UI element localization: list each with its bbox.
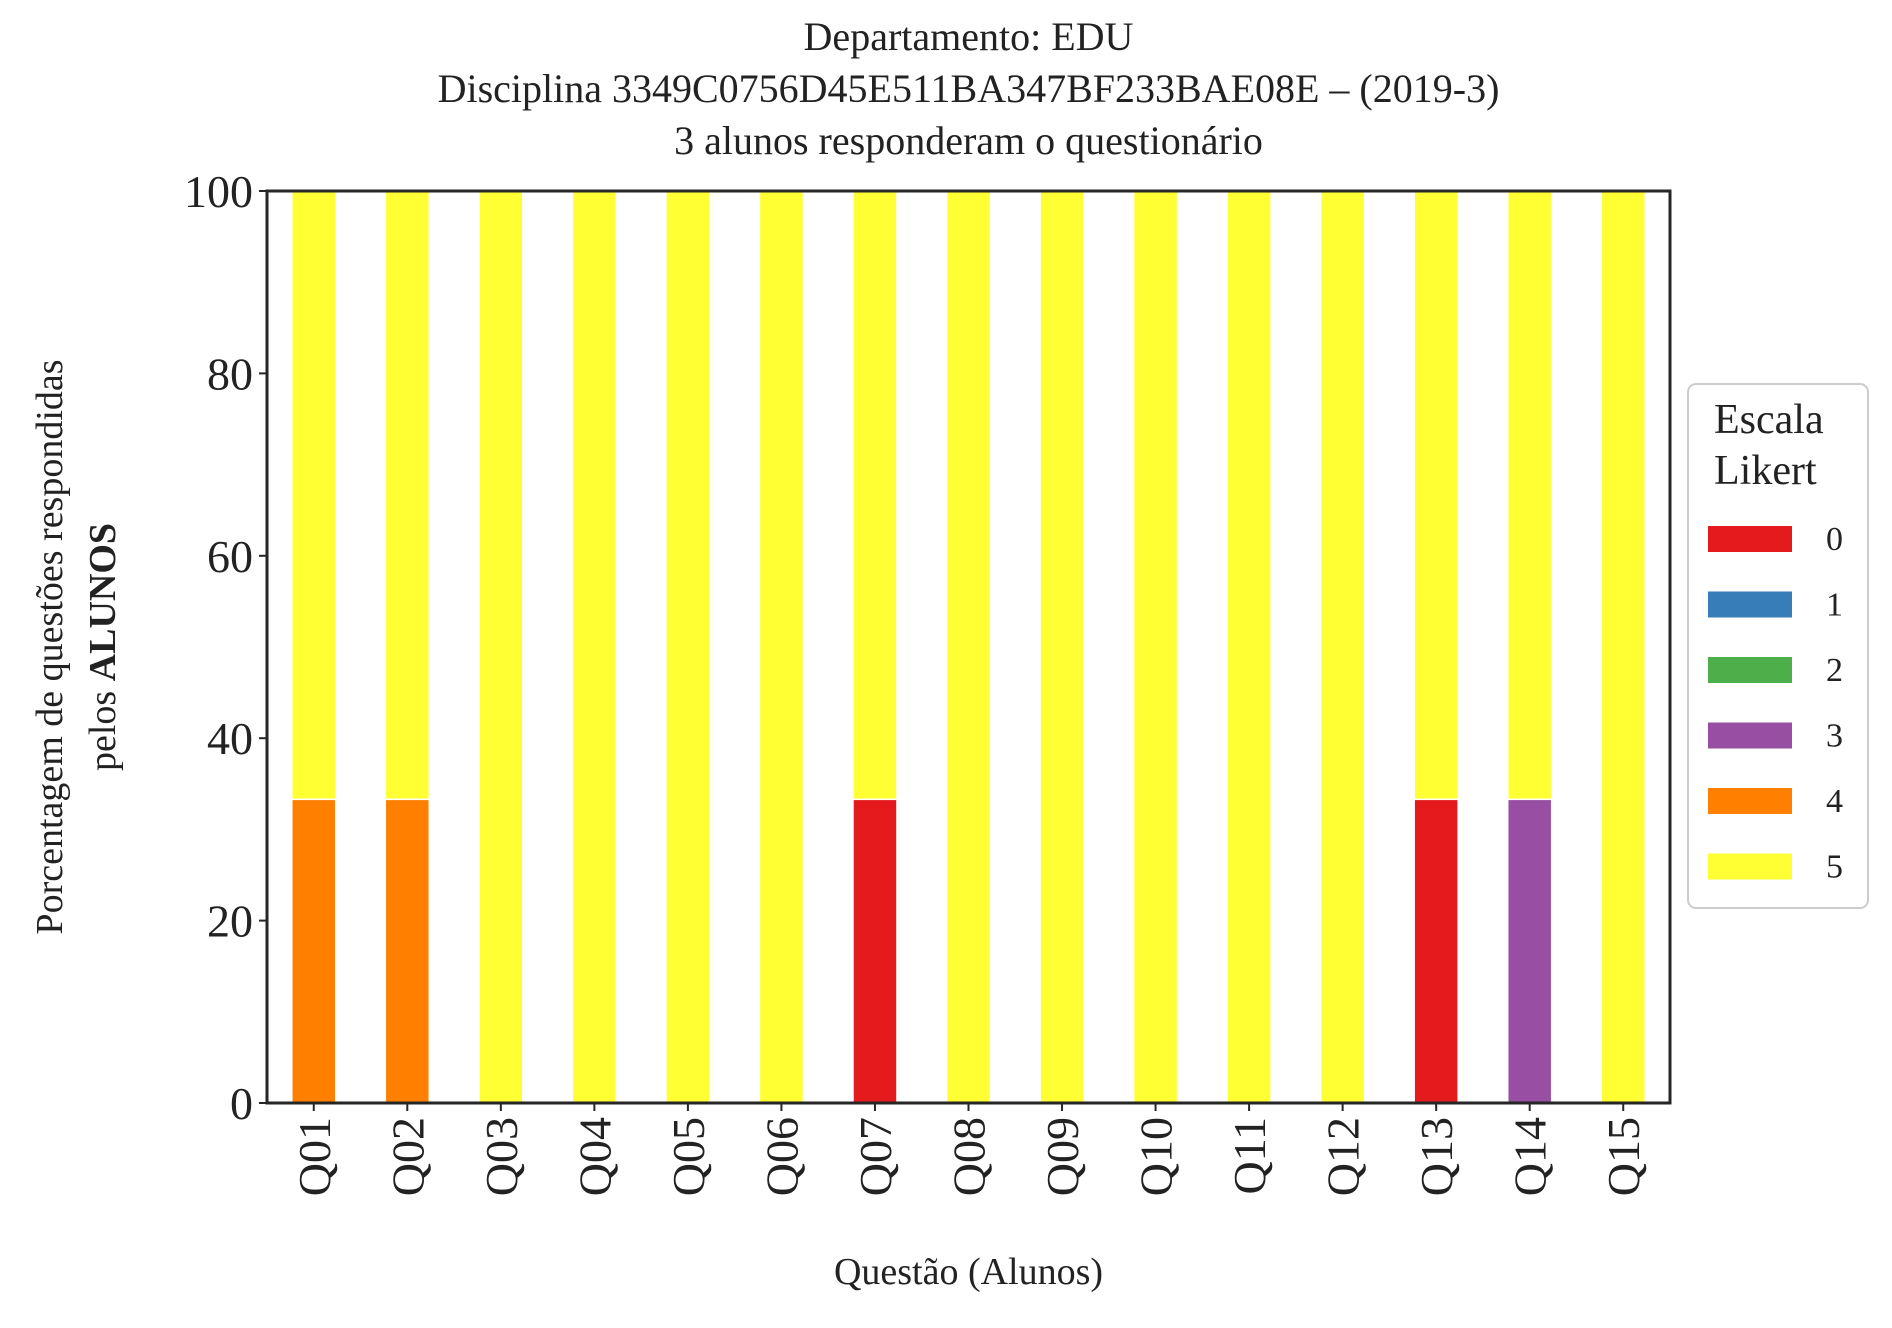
y-tick-label: 60 [207, 531, 253, 582]
legend-label-0: 0 [1826, 521, 1843, 558]
bar-q02-level-5 [384, 190, 431, 801]
bar-q10-level-5 [1132, 190, 1179, 1104]
bar-q05-level-5 [665, 190, 711, 1104]
y-tick-label: 80 [207, 348, 253, 399]
bar-q15-level-5 [1600, 190, 1646, 1104]
bar-q01-level-5 [291, 190, 337, 801]
x-tick-label-q03: Q03 [476, 1117, 527, 1196]
legend-swatch-3 [1708, 722, 1792, 749]
y-axis-label-bold: ALUNOS [82, 523, 124, 681]
bar-q09-level-5 [1039, 190, 1085, 1104]
legend-swatch-5 [1708, 853, 1792, 880]
x-tick-label-q06: Q06 [756, 1117, 807, 1196]
title-line-2: 3 alunos responderam o questionário [674, 118, 1263, 163]
legend-swatch-2 [1708, 657, 1792, 683]
bar-q07-level-0 [852, 798, 898, 1104]
bar-q02-level-4 [384, 798, 431, 1104]
y-tick-label: 100 [184, 166, 253, 217]
bar-q03-level-5 [478, 190, 524, 1104]
bar-q12-level-5 [1319, 190, 1366, 1104]
bar-q07-level-5 [852, 190, 898, 801]
x-axis-label: Questão (Alunos) [834, 1251, 1103, 1293]
legend-swatch-0 [1708, 526, 1792, 552]
bar-q13-level-5 [1413, 190, 1459, 801]
bar-q11-level-5 [1226, 190, 1272, 1104]
bar-q14-level-3 [1506, 798, 1553, 1104]
legend-label-1: 1 [1826, 587, 1843, 624]
legend-box [1687, 383, 1869, 909]
legend-title-line-1: Likert [1714, 448, 1817, 494]
title-line-1: Disciplina 3349C0756D45E511BA347BF233BAE… [438, 66, 1500, 111]
x-tick-label-q04: Q04 [569, 1117, 620, 1196]
bar-q14-level-5 [1506, 190, 1553, 801]
legend-label-2: 2 [1826, 652, 1843, 689]
x-tick-label-q08: Q08 [944, 1117, 995, 1196]
title-line-0: Departamento: EDU [804, 14, 1134, 59]
legend-swatch-1 [1708, 591, 1792, 618]
y-tick-label: 0 [230, 1078, 253, 1129]
chart-title: Departamento: EDU Disciplina 3349C0756D45… [438, 14, 1500, 163]
x-tick-label-q07: Q07 [850, 1117, 901, 1196]
bar-q08-level-5 [945, 190, 992, 1104]
y-axis: 0 20 40 60 80 100 Porcentagem de questões resp… [29, 166, 267, 1129]
legend-label-5: 5 [1826, 849, 1843, 886]
legend-label-4: 4 [1826, 783, 1843, 820]
y-tick-label: 20 [207, 896, 253, 947]
x-tick-label-q10: Q10 [1131, 1117, 1182, 1196]
bar-q06-level-5 [758, 190, 805, 1104]
x-axis: Q01 Q02 Q03 Q04 Q05 Q06 Q07 Q08 Q09 Q10 Q11 Q12 Q13 Q… [289, 1103, 1649, 1293]
x-tick-label-q02: Q02 [382, 1117, 433, 1196]
x-tick-label-q11: Q11 [1224, 1117, 1275, 1195]
y-axis-label-prefix: pelos [82, 681, 124, 771]
x-tick-label-q14: Q14 [1505, 1117, 1556, 1196]
x-tick-label-q13: Q13 [1411, 1117, 1462, 1196]
y-axis-label-line-2: pelos ALUNOS [82, 523, 124, 771]
y-axis-label-line-1: Porcentagem de questões respondidas [29, 359, 71, 934]
x-tick-label-q15: Q15 [1598, 1117, 1649, 1196]
bar-q13-level-0 [1413, 798, 1459, 1104]
y-tick-label: 40 [207, 713, 253, 764]
bar-q01-level-4 [291, 798, 337, 1104]
bar-q04-level-5 [571, 190, 618, 1104]
legend-swatch-4 [1708, 788, 1792, 814]
bars [291, 190, 1646, 1104]
x-tick-label-q09: Q09 [1037, 1117, 1088, 1196]
legend-label-3: 3 [1826, 718, 1843, 755]
legend-title-line-0: Escala [1714, 397, 1824, 443]
x-tick-label-q01: Q01 [289, 1117, 340, 1196]
x-tick-label-q05: Q05 [663, 1117, 714, 1196]
x-tick-label-q12: Q12 [1318, 1117, 1369, 1196]
